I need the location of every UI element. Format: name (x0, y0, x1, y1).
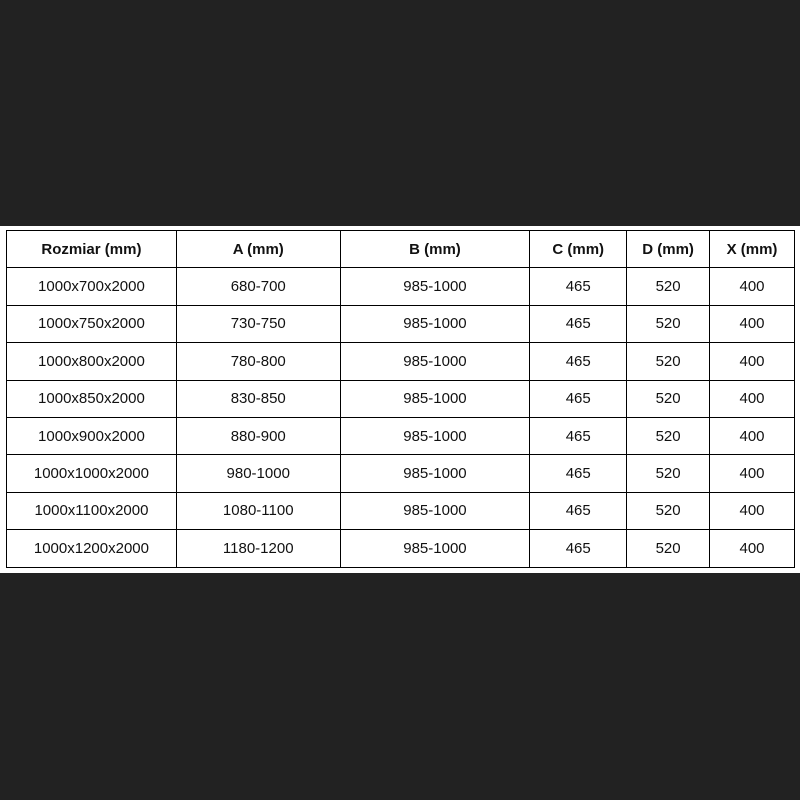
table-cell: 1000x750x2000 (6, 304, 177, 344)
table-row: 1000x1200x2000 1180-1200 985-1000 465 520 400 (6, 529, 795, 568)
table-cell: 985-1000 (339, 416, 531, 456)
table-cell: 985-1000 (339, 454, 531, 493)
column-header: X (mm) (709, 229, 795, 269)
table-row: 1000x1100x2000 1080-1100 985-1000 465 520 400 (6, 491, 795, 531)
table-cell: 520 (626, 416, 711, 456)
table-cell: 520 (626, 267, 711, 306)
table-cell: 465 (529, 379, 628, 418)
table-cell: 1000x850x2000 (6, 379, 177, 418)
table-cell: 400 (709, 267, 795, 306)
column-header: D (mm) (626, 229, 711, 269)
table-cell: 1080-1100 (175, 491, 341, 531)
table-cell: 400 (709, 454, 795, 493)
table-cell: 465 (529, 342, 628, 381)
table-cell: 985-1000 (339, 342, 531, 381)
table-cell: 400 (709, 379, 795, 418)
table-cell: 400 (709, 304, 795, 344)
column-header: B (mm) (339, 229, 531, 269)
table-cell: 520 (626, 454, 711, 493)
table-cell: 1000x1200x2000 (6, 529, 177, 568)
column-header: Rozmiar (mm) (6, 229, 177, 269)
table-cell: 465 (529, 416, 628, 456)
table-cell: 400 (709, 529, 795, 568)
dimensions-panel: Rozmiar (mm) A (mm) B (mm) C (mm) D (mm) X (m… (0, 226, 800, 573)
table-cell: 465 (529, 529, 628, 568)
table-row: 1000x700x2000 680-700 985-1000 465 520 400 (6, 267, 795, 306)
table-row: 1000x750x2000 730-750 985-1000 465 520 400 (6, 304, 795, 344)
table-cell: 1000x900x2000 (6, 416, 177, 456)
table-cell: 830-850 (175, 379, 341, 418)
table-cell: 520 (626, 379, 711, 418)
table-cell: 400 (709, 342, 795, 381)
table-cell: 465 (529, 491, 628, 531)
table-cell: 980-1000 (175, 454, 341, 493)
table-cell: 1000x800x2000 (6, 342, 177, 381)
table-row: 1000x1000x2000 980-1000 985-1000 465 520 400 (6, 454, 795, 493)
table-cell: 985-1000 (339, 267, 531, 306)
table-cell: 520 (626, 304, 711, 344)
table-cell: 465 (529, 454, 628, 493)
table-cell: 520 (626, 529, 711, 568)
table-cell: 730-750 (175, 304, 341, 344)
table-cell: 520 (626, 342, 711, 381)
table-cell: 465 (529, 267, 628, 306)
table-cell: 1180-1200 (175, 529, 341, 568)
table-cell: 985-1000 (339, 491, 531, 531)
table-cell: 985-1000 (339, 304, 531, 344)
column-header: C (mm) (529, 229, 628, 269)
table-cell: 680-700 (175, 267, 341, 306)
table-cell: 985-1000 (339, 379, 531, 418)
table-cell: 880-900 (175, 416, 341, 456)
table-cell: 465 (529, 304, 628, 344)
table-row: 1000x850x2000 830-850 985-1000 465 520 400 (6, 379, 795, 418)
table-cell: 985-1000 (339, 529, 531, 568)
table-row: 1000x800x2000 780-800 985-1000 465 520 400 (6, 342, 795, 381)
table-cell: 520 (626, 491, 711, 531)
table-cell: 1000x1100x2000 (6, 491, 177, 531)
table-row: 1000x900x2000 880-900 985-1000 465 520 400 (6, 416, 795, 456)
table-cell: 400 (709, 491, 795, 531)
table-cell: 400 (709, 416, 795, 456)
table-cell: 1000x1000x2000 (6, 454, 177, 493)
table-cell: 1000x700x2000 (6, 267, 177, 306)
header-row: Rozmiar (mm) A (mm) B (mm) C (mm) D (mm) X (m… (6, 229, 795, 269)
table-cell: 780-800 (175, 342, 341, 381)
dimensions-table: Rozmiar (mm) A (mm) B (mm) C (mm) D (mm) X (m… (6, 229, 795, 568)
column-header: A (mm) (175, 229, 341, 269)
